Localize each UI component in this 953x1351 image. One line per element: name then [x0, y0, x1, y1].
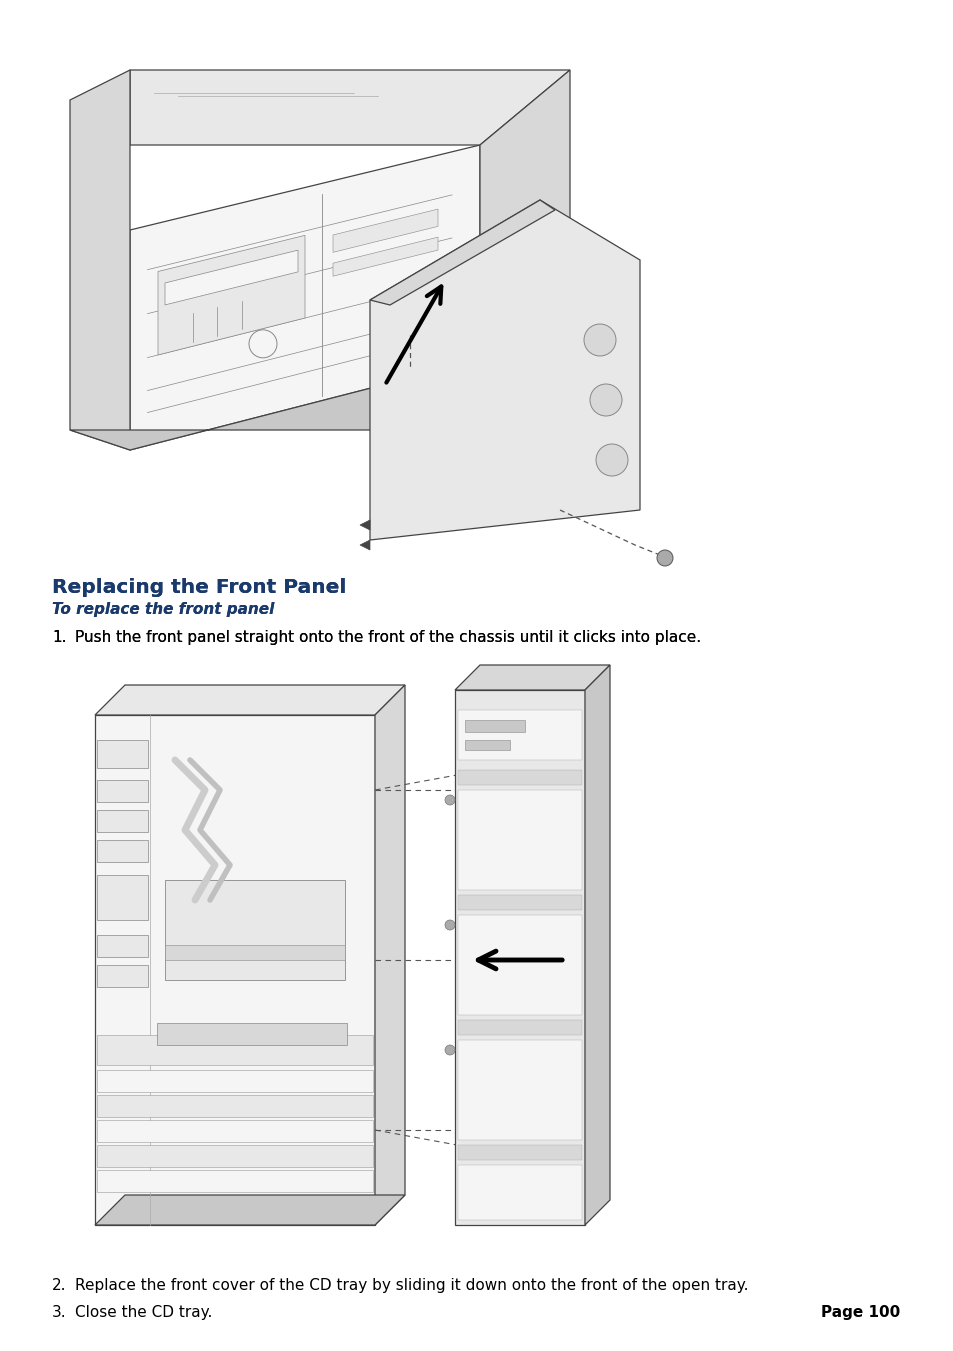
Polygon shape [130, 70, 569, 145]
Polygon shape [359, 520, 370, 530]
Circle shape [583, 324, 616, 357]
Polygon shape [333, 238, 437, 276]
Bar [455, 690, 584, 1225]
Bar [457, 1020, 581, 1035]
Polygon shape [584, 665, 609, 1225]
Circle shape [589, 384, 621, 416]
Text: Replacing the Front Panel: Replacing the Front Panel [52, 578, 346, 597]
Text: Push the front panel straight onto the front of the chassis until it clicks into: Push the front panel straight onto the f… [75, 630, 700, 644]
Bar [457, 1165, 581, 1220]
Polygon shape [70, 70, 130, 450]
Polygon shape [95, 685, 405, 715]
Polygon shape [333, 209, 437, 253]
Bar [457, 1040, 581, 1140]
Circle shape [444, 920, 455, 929]
Bar [97, 1146, 373, 1167]
Bar [97, 811, 148, 832]
Text: Page 100: Page 100 [820, 1305, 899, 1320]
Bar [464, 740, 510, 750]
Bar [457, 711, 581, 761]
Circle shape [444, 794, 455, 805]
Circle shape [596, 444, 627, 476]
Text: To replace the front panel: To replace the front panel [52, 603, 274, 617]
Text: 2.: 2. [52, 1278, 67, 1293]
Polygon shape [359, 540, 370, 550]
Bar [97, 1035, 373, 1065]
Polygon shape [455, 665, 609, 690]
Bar [157, 1023, 347, 1046]
Bar [97, 965, 148, 988]
Polygon shape [165, 250, 297, 305]
Bar [464, 720, 524, 732]
Bar [457, 915, 581, 1015]
Circle shape [657, 550, 672, 566]
Bar [165, 944, 345, 961]
Bar [97, 935, 148, 957]
Text: To replace the front panel: To replace the front panel [52, 603, 274, 617]
Bar [457, 1146, 581, 1161]
Bar [457, 894, 581, 911]
Text: 1.: 1. [52, 630, 67, 644]
Circle shape [444, 1046, 455, 1055]
Text: Replacing the Front Panel: Replacing the Front Panel [52, 578, 346, 597]
Circle shape [249, 330, 276, 358]
Polygon shape [95, 1196, 405, 1225]
Bar [97, 1170, 373, 1192]
Bar [97, 1120, 373, 1142]
Polygon shape [479, 70, 569, 359]
Polygon shape [375, 685, 405, 1225]
Bar [97, 875, 148, 920]
Bar [457, 790, 581, 890]
Polygon shape [158, 235, 305, 355]
Polygon shape [130, 145, 479, 450]
Bar [457, 770, 581, 785]
Text: 3.: 3. [52, 1305, 67, 1320]
Text: 1.: 1. [52, 630, 67, 644]
Bar [97, 1096, 373, 1117]
Bar [97, 840, 148, 862]
Text: Push the front panel straight onto the front of the chassis until it clicks into: Push the front panel straight onto the f… [75, 630, 700, 644]
Polygon shape [70, 359, 569, 450]
Bar [97, 780, 148, 802]
Text: Replace the front cover of the CD tray by sliding it down onto the front of the : Replace the front cover of the CD tray b… [75, 1278, 748, 1293]
Polygon shape [370, 200, 555, 305]
Bar [97, 1070, 373, 1092]
Bar [97, 740, 148, 767]
Polygon shape [95, 715, 375, 1225]
Polygon shape [370, 200, 639, 540]
Bar [165, 880, 345, 979]
Text: Close the CD tray.: Close the CD tray. [75, 1305, 213, 1320]
